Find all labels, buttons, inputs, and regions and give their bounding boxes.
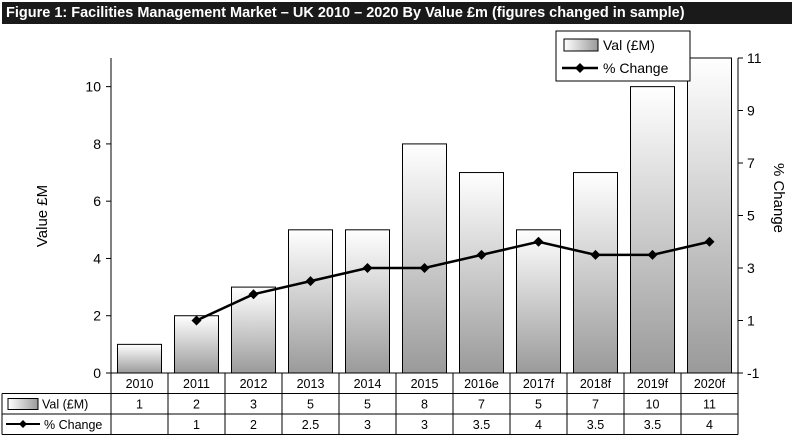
table-val-cell: 2 — [193, 398, 200, 412]
table-val-cell: 5 — [307, 398, 314, 412]
y-tick-label: 10 — [85, 79, 101, 95]
table-change-cell: 3 — [364, 418, 371, 432]
y-tick-label: 4 — [93, 250, 101, 266]
y-tick-label: 8 — [93, 136, 101, 152]
table-val-cell: 1 — [136, 398, 143, 412]
x-tick-label: 2011 — [183, 377, 210, 391]
table-change-cell: 2.5 — [302, 418, 319, 432]
y2-tick-label: -1 — [747, 365, 760, 381]
line-point-2012 — [248, 289, 259, 300]
line-point-2017f — [533, 236, 544, 247]
table-val-cell: 3 — [250, 398, 257, 412]
bar-2019f — [630, 86, 675, 374]
x-tick-label: 2012 — [240, 377, 268, 391]
y2-tick-label: 1 — [747, 313, 755, 329]
table-change-cell: 3.5 — [587, 418, 604, 432]
bar-2010 — [117, 343, 162, 374]
legend-label-val: Val (£M) — [603, 37, 655, 53]
line-point-2018f — [590, 249, 601, 260]
table-change-cell: 1 — [193, 418, 200, 432]
x-tick-label: 2018f — [580, 377, 612, 391]
table-change-cell: 3.5 — [473, 418, 490, 432]
x-tick-label: 2020f — [694, 377, 726, 391]
bar-2020f — [687, 57, 732, 374]
line-point-2014 — [362, 263, 373, 273]
y2-tick-label: 3 — [747, 260, 755, 276]
legend-line-marker — [575, 63, 585, 73]
line-point-2020f — [704, 236, 715, 247]
table-change-cell: 3 — [421, 418, 428, 432]
y2-tick-label: 9 — [747, 103, 755, 119]
x-tick-label: 2013 — [297, 377, 325, 391]
chart-title: Figure 1: Facilities Management Market –… — [2, 2, 792, 24]
y2-tick-label: 5 — [747, 208, 755, 224]
table-row-header-change: % Change — [44, 418, 102, 432]
legend-bar-swatch — [563, 38, 599, 52]
table-val-cell: 7 — [478, 398, 485, 412]
table-val-cell: 10 — [646, 398, 660, 412]
y-tick-label: 6 — [93, 193, 101, 209]
y-tick-label: 0 — [93, 365, 101, 381]
table-change-cell: 4 — [535, 418, 542, 432]
line-point-2011 — [191, 315, 202, 326]
bar-2017f — [516, 229, 561, 374]
bar-2013 — [288, 229, 333, 374]
table-key-marker — [19, 420, 27, 428]
y2-tick-label: 7 — [747, 155, 755, 171]
x-tick-label: 2014 — [354, 377, 382, 391]
y2-axis-label: % Change — [770, 163, 787, 233]
y2-tick-label: 11 — [747, 50, 762, 66]
legend-label-change: % Change — [603, 60, 669, 76]
x-tick-label: 2010 — [126, 377, 154, 391]
table-val-cell: 7 — [592, 398, 599, 412]
x-tick-label: 2016e — [464, 377, 499, 391]
x-tick-label: 2019f — [637, 377, 669, 391]
line-point-2013 — [305, 276, 316, 287]
table-val-cell: 8 — [421, 398, 428, 412]
bar-2014 — [345, 229, 390, 374]
line-point-2015 — [419, 263, 430, 273]
y-axis-label: Value £M — [34, 185, 51, 247]
table-change-cell: 4 — [706, 418, 713, 432]
table-val-cell: 11 — [703, 398, 716, 412]
line-percent-change — [195, 240, 710, 322]
bar-2018f — [573, 172, 618, 374]
table-key-bar-swatch — [7, 398, 39, 410]
bar-2016e — [459, 172, 504, 374]
bar-2015 — [402, 143, 447, 374]
table-val-cell: 5 — [535, 398, 542, 412]
x-tick-label: 2015 — [411, 377, 439, 391]
line-point-2016e — [476, 249, 487, 260]
y-tick-label: 2 — [93, 308, 101, 324]
table-row-header-val: Val (£M) — [42, 398, 88, 412]
table-val-cell: 5 — [364, 398, 371, 412]
x-tick-label: 2017f — [523, 377, 555, 391]
table-change-cell: 2 — [250, 418, 257, 432]
table-change-cell: 3.5 — [644, 418, 661, 432]
line-point-2019f — [647, 249, 658, 260]
